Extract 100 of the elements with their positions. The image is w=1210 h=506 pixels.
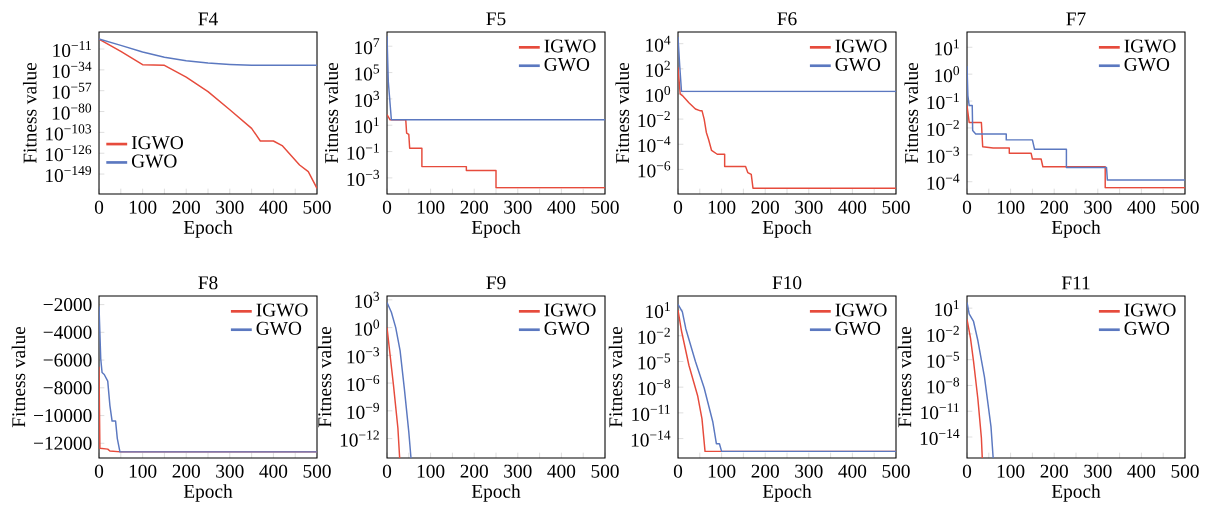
x-tick-label: 200 [172, 464, 200, 478]
y-tick-label: 10$^{−6}$ [638, 161, 671, 178]
legend-label: IGWO [544, 39, 596, 53]
y-tick-label: 10$^{−3}$ [347, 347, 380, 364]
y-tick-label: 10$^{−14}$ [920, 428, 960, 446]
legend-label: IGWO [835, 303, 887, 317]
x-tick-label: 300 [216, 464, 244, 478]
y-tick-label: 10$^{4}$ [646, 35, 671, 52]
chart-title: F5 [486, 12, 506, 26]
x-axis-title: Epoch [1051, 484, 1101, 502]
y-tick-label: 10$^{0}$ [355, 319, 380, 336]
y-tick-label: −8000 [43, 381, 92, 395]
x-tick-label: 100 [417, 464, 445, 478]
y-tick-label: 10$^{−2}$ [638, 111, 670, 128]
x-axis-title: Epoch [1051, 220, 1101, 238]
y-tick-label: 10$^{−149}$ [46, 166, 92, 183]
y-tick-label: 10$^{3}$ [355, 291, 380, 308]
y-tick-label: 10$^{−2}$ [927, 325, 959, 342]
x-tick-label: 200 [460, 200, 488, 214]
legend-label: IGWO [1124, 39, 1176, 53]
y-tick-label: 10$^{−9}$ [347, 402, 380, 419]
y-tick-label: 10$^{−11}$ [53, 40, 91, 58]
x-tick-label: 400 [547, 464, 576, 478]
x-tick-label: 500 [1171, 200, 1199, 214]
chart-title: F7 [1066, 12, 1086, 26]
x-tick-label: 100 [997, 464, 1025, 478]
y-tick-label: 10$^{0}$ [646, 85, 671, 103]
y-tick-label: 10$^{−3}$ [927, 146, 960, 163]
x-tick-label: 100 [129, 200, 157, 214]
x-tick-label: 300 [795, 200, 823, 214]
x-tick-label: 0 [673, 464, 683, 478]
x-tick-label: 200 [460, 464, 488, 478]
y-axis-title: Fitness value [22, 62, 37, 164]
chart-title: F4 [198, 12, 218, 26]
y-tick-label: −12000 [34, 436, 92, 450]
y-tick-label: 10$^{1}$ [355, 117, 379, 134]
chart-title: F9 [486, 276, 506, 290]
x-tick-label: 0 [962, 464, 972, 478]
legend-label: IGWO [544, 303, 596, 317]
y-tick-label: 10$^{−12}$ [340, 430, 379, 447]
x-axis-title: Epoch [471, 220, 521, 238]
x-tick-label: 200 [1040, 200, 1068, 214]
y-tick-label: −4000 [43, 325, 92, 339]
y-tick-label: 10$^{−1}$ [347, 143, 379, 160]
x-axis-title: Epoch [471, 484, 521, 502]
x-tick-label: 400 [1127, 464, 1156, 478]
legend-label: GWO [544, 57, 590, 71]
x-tick-label: 300 [504, 464, 532, 478]
x-tick-label: 400 [838, 464, 867, 478]
y-tick-label: 10$^{−11}$ [632, 404, 670, 421]
y-tick-label: −10000 [34, 409, 92, 423]
x-tick-label: 300 [795, 464, 823, 478]
chart-title: F8 [198, 276, 218, 290]
y-axis-title: Fitness value [324, 62, 339, 164]
x-tick-label: 0 [382, 200, 392, 214]
x-tick-label: 500 [591, 464, 619, 478]
x-tick-label: 300 [216, 200, 244, 214]
y-axis-title: Fitness value [897, 326, 912, 428]
x-tick-label: 300 [1084, 200, 1112, 214]
legend-label: IGWO [835, 39, 887, 53]
x-tick-label: 0 [962, 200, 972, 214]
x-tick-label: 300 [1084, 464, 1112, 478]
x-tick-label: 400 [547, 200, 576, 214]
legend-label: IGWO [256, 303, 308, 317]
x-tick-label: 0 [673, 200, 683, 214]
y-tick-label: 10$^{−57}$ [52, 82, 92, 99]
y-tick-label: −2000 [43, 298, 92, 312]
x-axis-title: Epoch [762, 484, 812, 502]
x-tick-label: 100 [997, 200, 1025, 214]
legend-label: IGWO [131, 136, 183, 150]
chart-title: F6 [777, 12, 797, 26]
x-tick-label: 500 [303, 464, 331, 478]
x-tick-label: 200 [172, 200, 200, 214]
x-tick-label: 0 [94, 464, 104, 478]
legend-label: GWO [835, 321, 881, 335]
x-tick-label: 100 [129, 464, 157, 478]
y-tick-label: 10$^{−6}$ [347, 375, 380, 392]
y-tick-label: 10$^{−14}$ [631, 430, 671, 447]
x-tick-label: 500 [591, 200, 619, 214]
x-tick-label: 100 [708, 200, 736, 214]
x-tick-label: 500 [882, 200, 910, 214]
y-tick-label: 10$^{−126}$ [46, 145, 92, 162]
legend-label: GWO [256, 321, 302, 335]
y-tick-label: 10$^{−2}$ [638, 327, 670, 344]
y-axis-title: Fitness value [615, 62, 630, 164]
legend-label: GWO [131, 154, 177, 168]
x-tick-label: 100 [708, 464, 736, 478]
y-tick-label: 10$^{−1}$ [927, 93, 959, 110]
x-tick-label: 200 [1040, 464, 1068, 478]
y-axis-title: Fitness value [608, 326, 623, 428]
x-tick-label: 400 [1127, 200, 1156, 214]
x-tick-label: 100 [417, 200, 445, 214]
x-axis-title: Epoch [183, 484, 233, 502]
y-tick-label: 10$^{5}$ [355, 64, 380, 81]
y-tick-label: 10$^{−103}$ [46, 124, 92, 141]
x-tick-label: 500 [882, 464, 910, 478]
x-tick-label: 200 [751, 200, 779, 214]
y-tick-label: 10$^{−3}$ [347, 169, 380, 186]
y-tick-label: 10$^{7}$ [355, 38, 380, 55]
y-tick-label: 10$^{1}$ [935, 39, 959, 56]
